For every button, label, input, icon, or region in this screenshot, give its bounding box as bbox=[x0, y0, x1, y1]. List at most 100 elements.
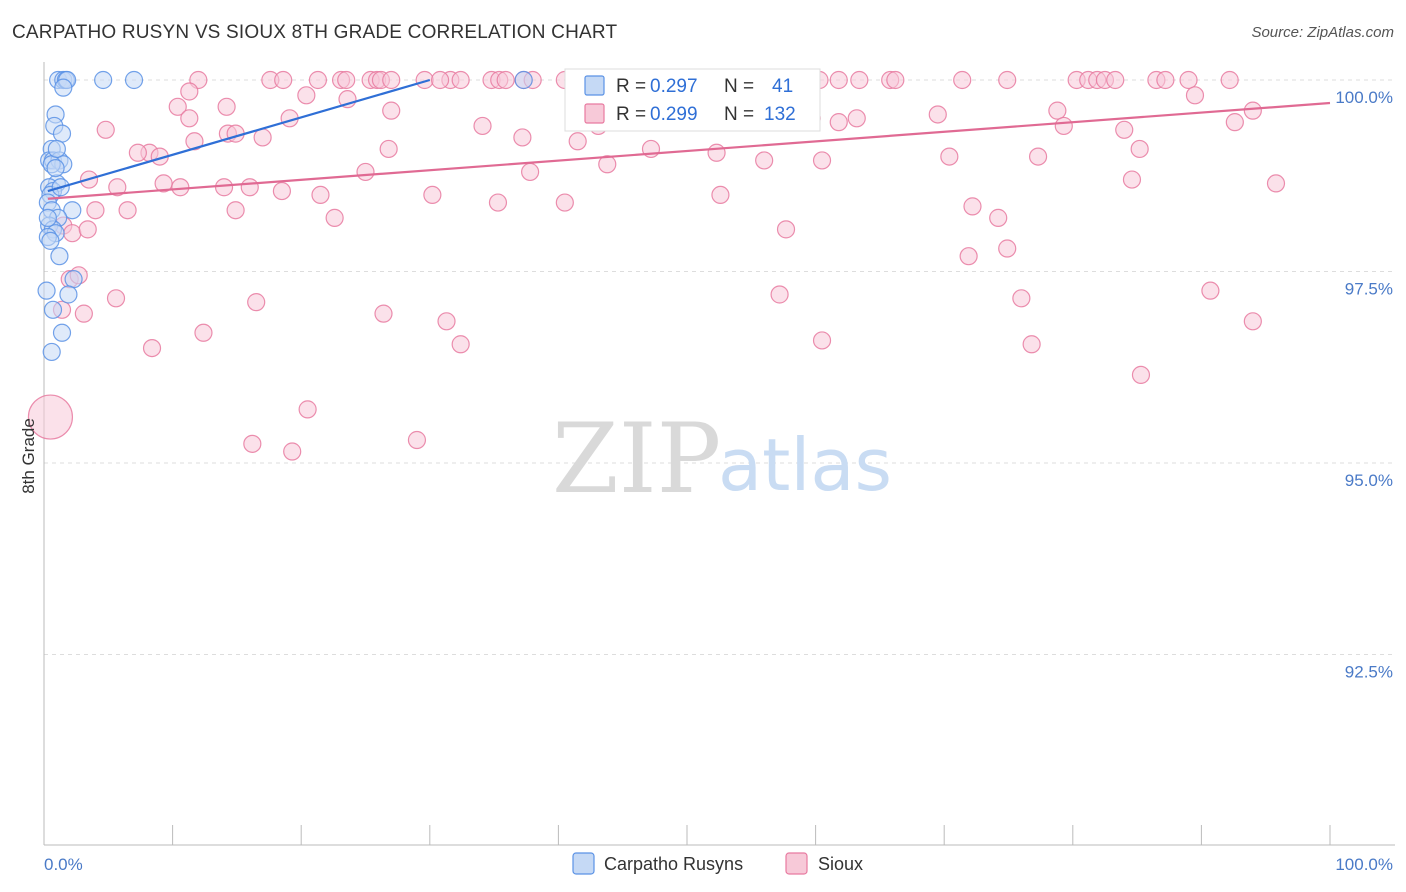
sioux-point-126 bbox=[298, 400, 317, 419]
sioux-point-43 bbox=[297, 86, 316, 105]
sioux-point-54 bbox=[185, 132, 204, 151]
legend-r-label-0: R = bbox=[616, 76, 646, 97]
series-legend-swatch-sioux bbox=[785, 852, 808, 875]
carpatho-rusyns-point-6 bbox=[514, 70, 533, 90]
sioux-point-94 bbox=[118, 201, 137, 220]
sioux-point-46 bbox=[168, 97, 187, 116]
carpatho-rusyns-point-39 bbox=[47, 139, 66, 159]
sioux-point-36 bbox=[1156, 70, 1175, 90]
y-tick-label-1: 97.5% bbox=[1345, 280, 1393, 299]
sioux-point-60 bbox=[1185, 86, 1205, 105]
carpatho-rusyns-points bbox=[37, 70, 533, 362]
sioux-point-41 bbox=[430, 70, 450, 90]
sioux-point-77 bbox=[598, 155, 617, 174]
sioux-point-70 bbox=[568, 132, 587, 151]
y-tick-label-0: 100.0% bbox=[1335, 88, 1393, 107]
carpatho-rusyns-point-10 bbox=[52, 124, 72, 143]
carpatho-rusyns-point-7 bbox=[54, 78, 73, 97]
x-tick-label-0: 0.0% bbox=[44, 855, 83, 874]
carpatho-rusyns-trend-line bbox=[47, 78, 431, 193]
sioux-point-34 bbox=[1106, 70, 1125, 90]
sioux-point-82 bbox=[171, 178, 190, 197]
carpatho-rusyns-point-32 bbox=[37, 281, 56, 300]
sioux-point-42 bbox=[180, 82, 199, 101]
sioux-point-127 bbox=[243, 434, 262, 453]
y-axis-label: 8th Grade bbox=[19, 418, 38, 494]
sioux-point-5 bbox=[337, 70, 356, 90]
series-legend-label-carpatho-rusyns: Carpatho Rusyns bbox=[604, 854, 743, 874]
sioux-point-15 bbox=[496, 70, 515, 90]
sioux-point-106 bbox=[998, 239, 1017, 258]
sioux-point-125 bbox=[1131, 365, 1151, 385]
sioux-point-121 bbox=[142, 339, 162, 358]
sioux-point-3 bbox=[308, 70, 328, 90]
sioux-point-67 bbox=[128, 143, 147, 162]
carpatho-rusyns-point-30 bbox=[50, 247, 69, 266]
sioux-point-119 bbox=[74, 304, 93, 323]
sioux-point-10 bbox=[415, 70, 434, 90]
sioux-point-28 bbox=[953, 70, 972, 90]
sioux-point-87 bbox=[423, 185, 442, 204]
sioux-point-107 bbox=[959, 247, 978, 266]
sioux-point-58 bbox=[1054, 116, 1073, 136]
sioux-point-116 bbox=[1201, 281, 1220, 300]
sioux-point-120 bbox=[194, 323, 213, 342]
sioux-point-29 bbox=[998, 70, 1017, 90]
sioux-point-45 bbox=[217, 97, 236, 116]
x-ticks: 0.0% 100.0% bbox=[43, 825, 1393, 874]
sioux-point-72 bbox=[755, 151, 774, 170]
sioux-point-84 bbox=[240, 178, 259, 197]
series-legend: Carpatho Rusyns Sioux bbox=[572, 852, 863, 875]
sioux-point-48 bbox=[180, 109, 199, 128]
watermark-zip: ZIP bbox=[552, 403, 721, 515]
series-legend-swatch-carpatho-rusyns bbox=[572, 852, 595, 875]
sioux-point-90 bbox=[1122, 170, 1142, 189]
legend-r-label-1: R = bbox=[616, 104, 646, 125]
sioux-point-101 bbox=[989, 208, 1008, 227]
legend-swatch-sioux bbox=[584, 103, 605, 124]
sioux-point-129 bbox=[407, 430, 427, 450]
sioux-point-2 bbox=[274, 70, 293, 90]
sioux-point-111 bbox=[247, 293, 266, 312]
legend-swatch-carpatho-rusyns bbox=[584, 75, 605, 96]
sioux-point-102 bbox=[1266, 174, 1286, 193]
carpatho-rusyns-point-33 bbox=[59, 285, 78, 304]
carpatho-rusyns-point-35 bbox=[52, 323, 72, 342]
sioux-point-112 bbox=[374, 304, 393, 323]
sioux-point-122 bbox=[451, 335, 470, 354]
sioux-point-73 bbox=[812, 151, 832, 170]
sioux-point-59 bbox=[1115, 120, 1134, 139]
sioux-point-38 bbox=[1220, 70, 1239, 90]
sioux-point-115 bbox=[1012, 289, 1031, 308]
sioux-point-93 bbox=[86, 201, 105, 220]
trend-lines bbox=[47, 78, 1331, 200]
sioux-point-98 bbox=[555, 193, 574, 212]
carpatho-rusyns-point-38 bbox=[46, 158, 65, 178]
sioux-point-27 bbox=[886, 70, 905, 90]
sioux-point-89 bbox=[711, 185, 730, 204]
sioux-point-88 bbox=[521, 162, 540, 182]
sioux-point-105 bbox=[78, 220, 97, 239]
sioux-point-62 bbox=[928, 105, 947, 124]
carpatho-rusyns-point-29 bbox=[41, 231, 60, 250]
legend-n-label-1: N = bbox=[724, 104, 754, 125]
carpatho-rusyns-point-34 bbox=[43, 300, 63, 319]
legend-r-value-1: 0.299 bbox=[650, 104, 698, 125]
sioux-point-91 bbox=[1243, 101, 1262, 120]
sioux-point-124 bbox=[1022, 335, 1041, 354]
sioux-trend-line bbox=[47, 101, 1331, 200]
y-tick-label-3: 92.5% bbox=[1345, 663, 1393, 682]
sioux-point-117 bbox=[1243, 312, 1262, 331]
sioux-point-24 bbox=[829, 70, 848, 90]
legend-n-value-0: 41 bbox=[772, 76, 793, 97]
sioux-point-69 bbox=[379, 139, 398, 159]
carpatho-rusyns-point-36 bbox=[42, 342, 61, 362]
sioux-point-113 bbox=[437, 312, 456, 331]
sioux-point-75 bbox=[1130, 139, 1149, 159]
sioux-point-53 bbox=[253, 128, 272, 147]
sioux-point-114 bbox=[770, 285, 789, 304]
carpatho-rusyns-point-31 bbox=[64, 270, 83, 289]
sioux-point-56 bbox=[940, 147, 959, 166]
sioux-point-83 bbox=[214, 178, 234, 197]
